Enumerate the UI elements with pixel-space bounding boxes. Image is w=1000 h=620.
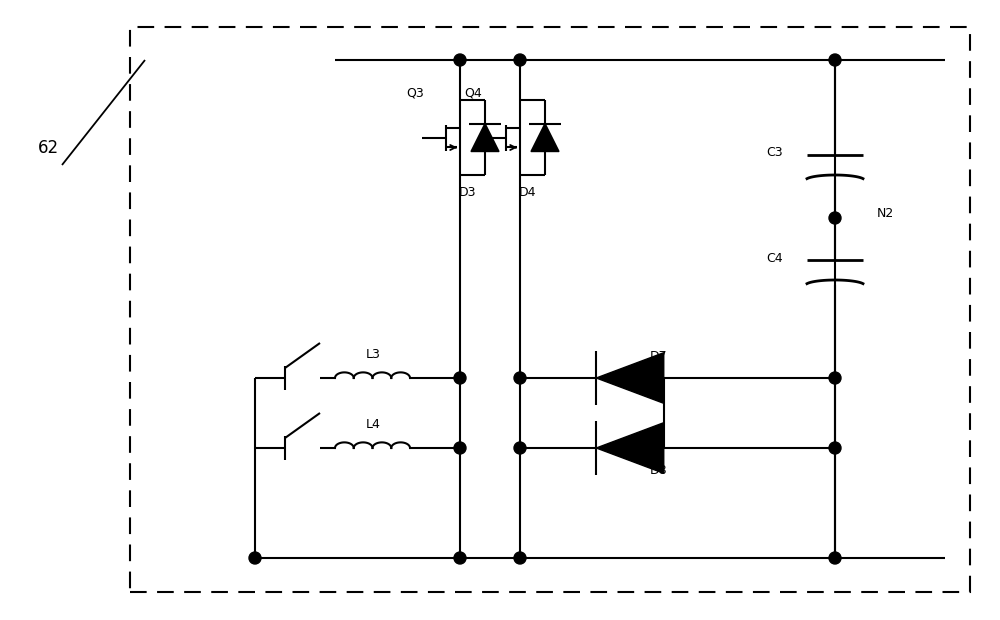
- Text: L4: L4: [366, 418, 380, 432]
- Circle shape: [514, 442, 526, 454]
- Text: L3: L3: [366, 348, 380, 361]
- Circle shape: [829, 54, 841, 66]
- Text: 62: 62: [38, 139, 59, 157]
- Bar: [130, 27, 970, 592]
- Text: D3: D3: [458, 187, 476, 200]
- Circle shape: [514, 372, 526, 384]
- Circle shape: [829, 442, 841, 454]
- Text: Q4: Q4: [464, 87, 482, 99]
- Circle shape: [454, 54, 466, 66]
- Polygon shape: [596, 423, 664, 473]
- Polygon shape: [596, 353, 664, 404]
- Circle shape: [829, 552, 841, 564]
- Circle shape: [829, 212, 841, 224]
- Text: C3: C3: [767, 146, 783, 159]
- Circle shape: [514, 54, 526, 66]
- Circle shape: [829, 372, 841, 384]
- Text: D7: D7: [650, 350, 668, 363]
- Circle shape: [454, 372, 466, 384]
- Polygon shape: [531, 123, 559, 151]
- Circle shape: [249, 552, 261, 564]
- Text: D4: D4: [518, 187, 536, 200]
- Circle shape: [514, 552, 526, 564]
- Text: C4: C4: [767, 252, 783, 265]
- Circle shape: [454, 552, 466, 564]
- Text: Q3: Q3: [406, 87, 424, 99]
- Text: N2: N2: [877, 206, 894, 219]
- Circle shape: [454, 442, 466, 454]
- Polygon shape: [471, 123, 499, 151]
- Text: D8: D8: [650, 464, 668, 477]
